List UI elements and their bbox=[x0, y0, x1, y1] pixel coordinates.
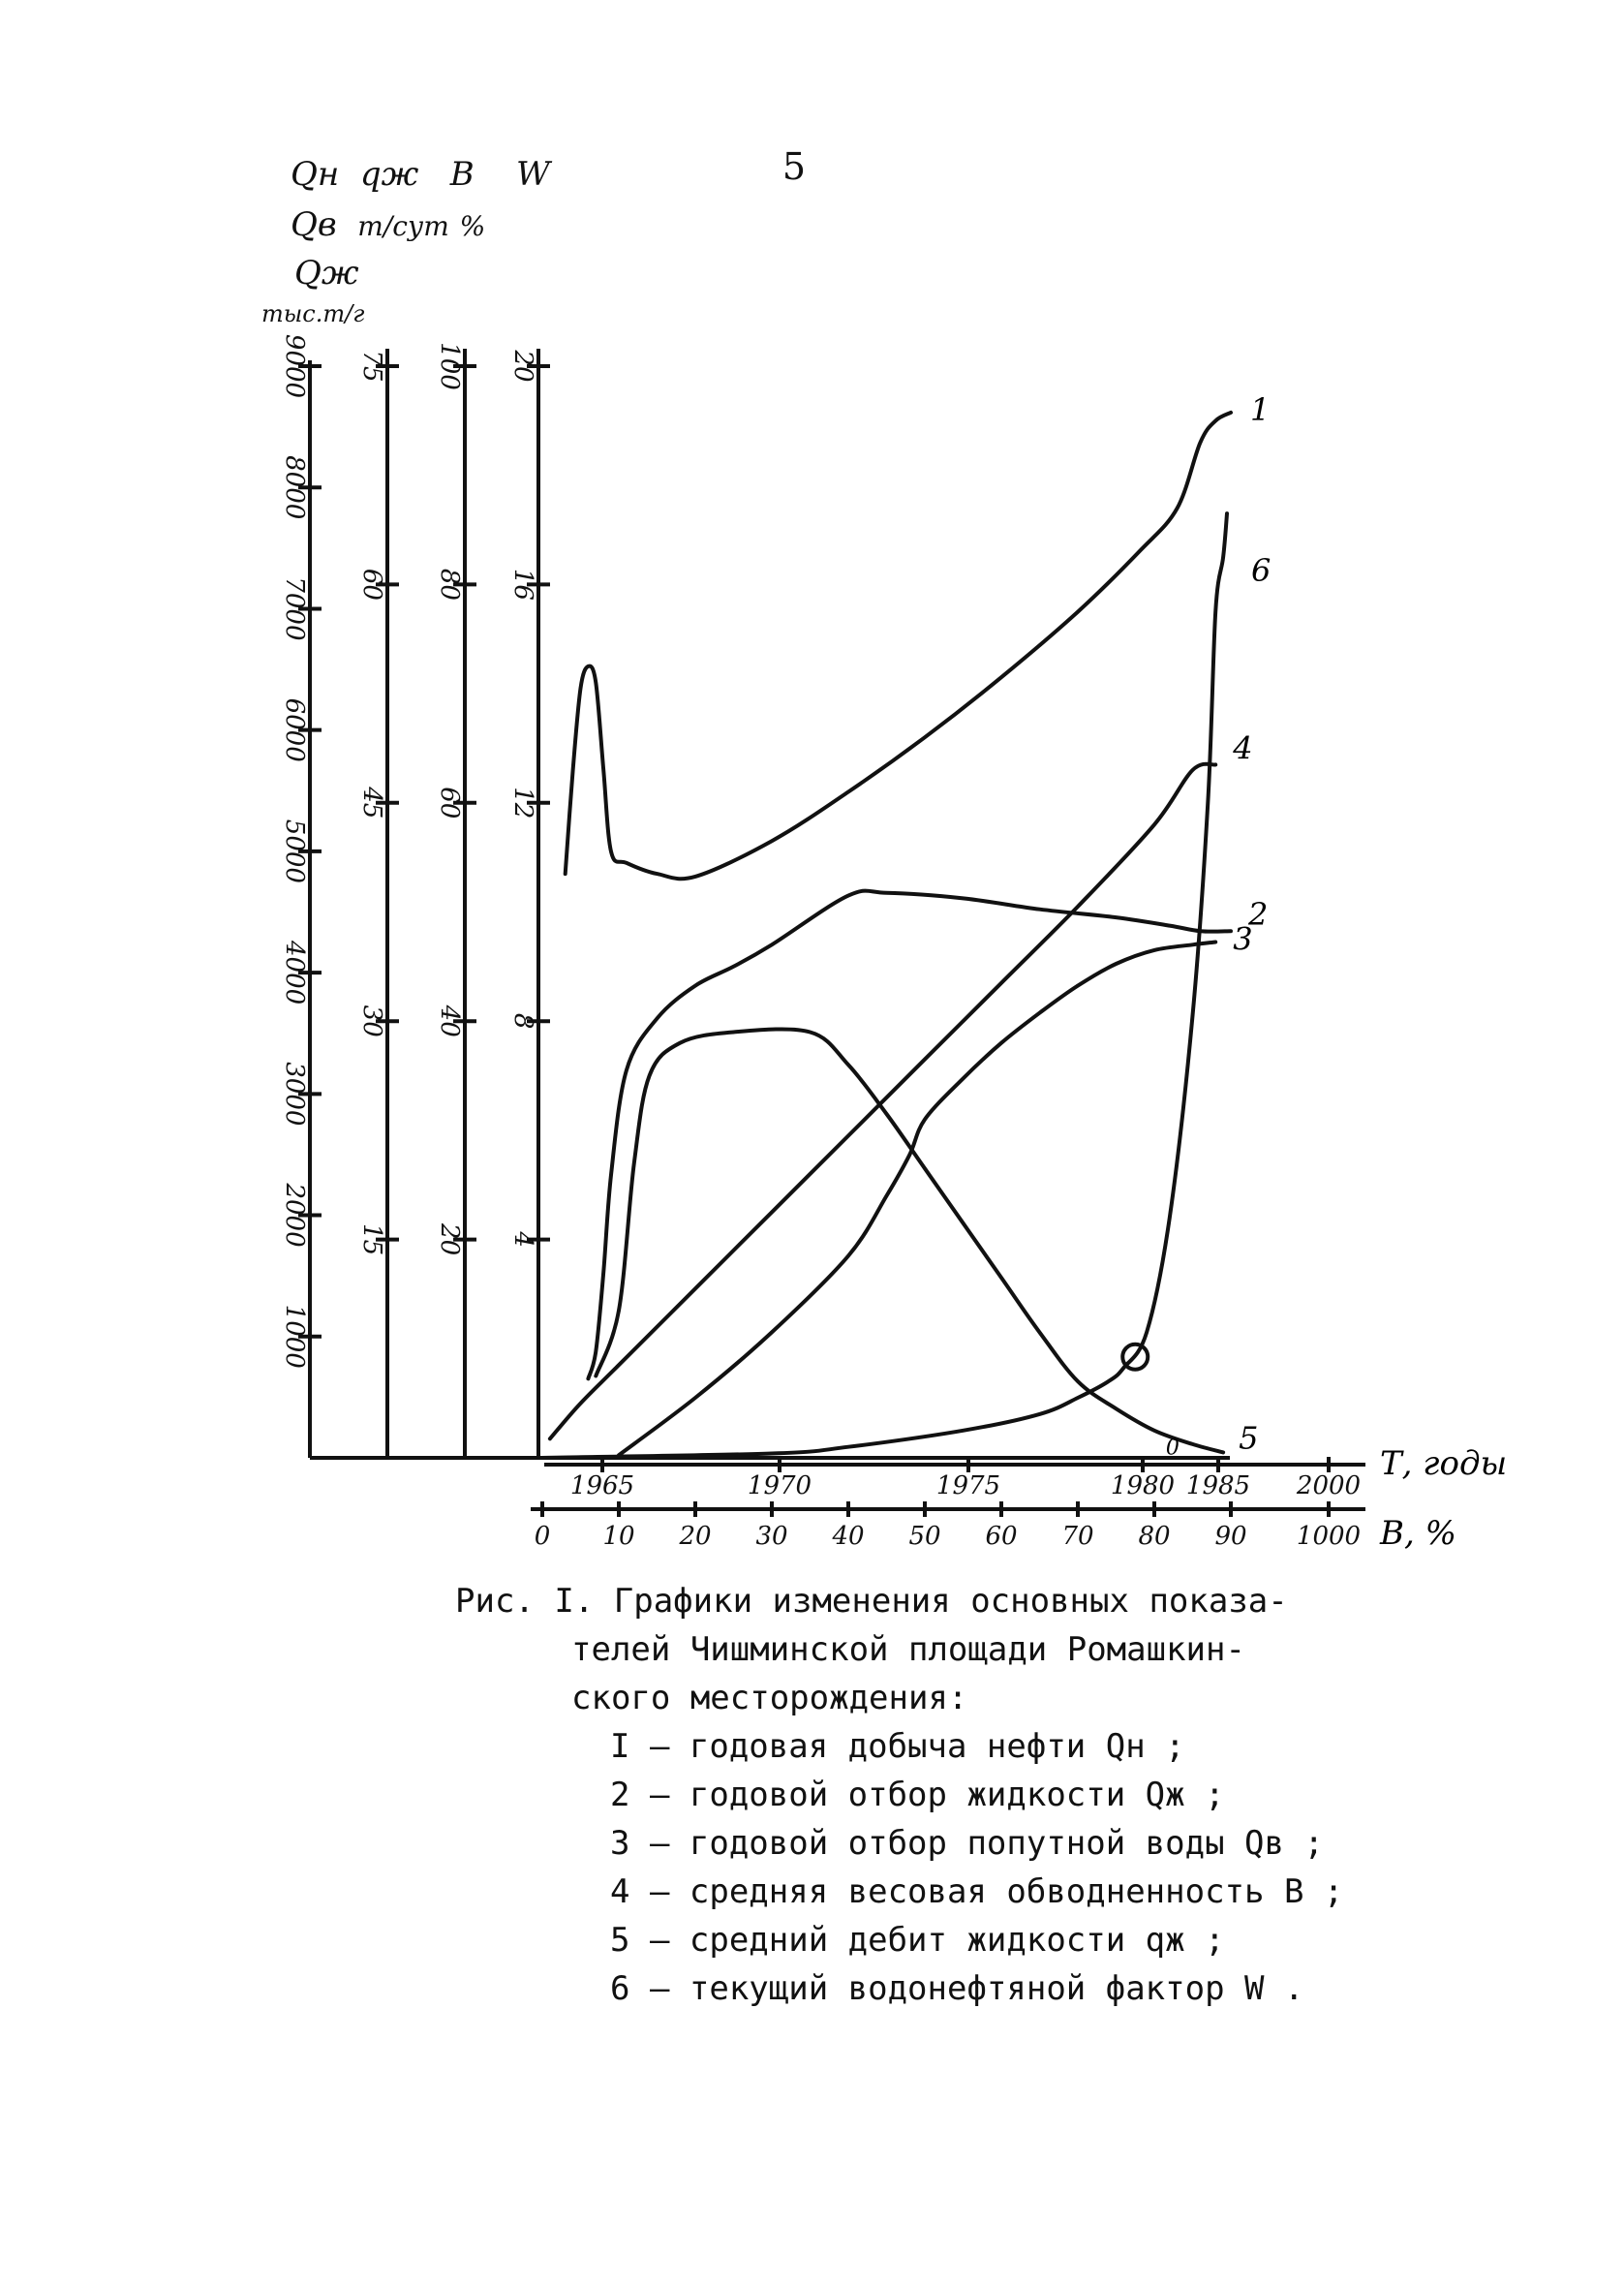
caption-line-1: Рис. I. Графики изменения основных показ… bbox=[455, 1582, 1288, 1621]
curve-6 bbox=[540, 511, 1229, 1460]
axes-layer bbox=[298, 349, 1365, 1517]
y-axis-4-tick-label: 12 bbox=[508, 787, 537, 819]
x-axis-pct-tick-label: 70 bbox=[1061, 1522, 1093, 1551]
x-axis-pct-tick-label: 1000 bbox=[1297, 1522, 1361, 1551]
x-axis-years-tick-label: 1970 bbox=[748, 1471, 812, 1500]
curve-3 bbox=[617, 940, 1218, 1458]
page-number: 5 bbox=[781, 145, 807, 188]
x-axis-pct-title: В, % bbox=[1379, 1514, 1456, 1553]
x-axis-years-tick-label: 1975 bbox=[936, 1471, 1000, 1500]
y-axis-1-tick-label: 7000 bbox=[280, 576, 309, 640]
x-axis-pct-tick-label: 80 bbox=[1138, 1522, 1170, 1551]
curve-5 bbox=[594, 1027, 1226, 1455]
y-axis-4-tick-label: 16 bbox=[508, 569, 537, 601]
caption-item-6: 6 – текущий водонефтяной фактор W . bbox=[610, 1969, 1304, 2008]
caption-item-1: I – годовая добыча нефти Qн ; bbox=[610, 1727, 1185, 1766]
x-axis-years-tick-label: 2000 bbox=[1296, 1471, 1361, 1500]
y-axis-2-tick-label: 75 bbox=[357, 350, 386, 382]
header-row-3: Qж bbox=[294, 254, 359, 293]
curve-6-label: 6 bbox=[1251, 552, 1271, 589]
x-axis-pct-tick-label: 40 bbox=[831, 1522, 864, 1551]
y-axis-1-tick-label: 2000 bbox=[280, 1182, 309, 1247]
header-row-2: Qв т/сут % bbox=[291, 205, 485, 244]
header-qn: Qн bbox=[291, 155, 340, 194]
x-axis-pct-tick-label: 50 bbox=[908, 1522, 940, 1551]
x-axis-pct-tick-label: 60 bbox=[985, 1522, 1017, 1551]
caption-line-3: ского месторождения: bbox=[571, 1679, 968, 1717]
header-units-pct: % bbox=[459, 210, 486, 242]
y-axis-3-tick-label: 40 bbox=[435, 1004, 464, 1037]
caption-item-2: 2 – годовой отбор жидкости Qж ; bbox=[610, 1776, 1225, 1814]
header-qzh: qж bbox=[359, 155, 419, 194]
header-units-tsut: т/сут bbox=[357, 210, 449, 242]
x-axis-pct-tick-label: 10 bbox=[602, 1522, 634, 1551]
labels-layer: 1000200030004000500060007000800090001530… bbox=[280, 334, 1507, 1553]
y-axis-4-tick-label: 8 bbox=[508, 1013, 537, 1030]
curves-layer bbox=[540, 410, 1233, 1460]
y-axis-1-tick-label: 9000 bbox=[280, 334, 309, 398]
figure-caption: Рис. I. Графики изменения основных показ… bbox=[455, 1577, 1424, 2013]
header-row-1: Qн qж B W bbox=[291, 155, 550, 194]
x-axis-pct-tick-label: 90 bbox=[1214, 1522, 1246, 1551]
y-axis-2-tick-label: 30 bbox=[357, 1005, 386, 1037]
y-axis-1-tick-label: 3000 bbox=[280, 1062, 309, 1126]
y-axis-3-tick-label: 80 bbox=[435, 569, 464, 601]
y-axis-2-tick-label: 60 bbox=[357, 569, 386, 601]
curve-2-label: 2 bbox=[1247, 896, 1268, 933]
header-row-4: тыс.т/г bbox=[261, 300, 365, 327]
curve-5-label: 5 bbox=[1239, 1419, 1258, 1456]
y-axis-4-tick-label: 4 bbox=[508, 1230, 537, 1248]
y-axis-2-tick-label: 15 bbox=[357, 1223, 386, 1255]
y-axis-1-tick-label: 5000 bbox=[280, 819, 309, 883]
header-w: W bbox=[516, 155, 550, 194]
caption-line-2: телей Чишминской площади Ромашкин- bbox=[571, 1630, 1245, 1669]
y-axis-1-tick-label: 6000 bbox=[280, 698, 309, 762]
curve-2 bbox=[586, 888, 1233, 1381]
curve-4 bbox=[547, 761, 1218, 1441]
header-qv: Qв bbox=[291, 205, 337, 244]
y-axis-4-tick-label: 20 bbox=[508, 349, 537, 382]
y-axis-1-tick-label: 1000 bbox=[280, 1305, 309, 1369]
caption-item-3: 3 – годовой отбор попутной воды Qв ; bbox=[610, 1824, 1324, 1863]
curve-1 bbox=[563, 410, 1233, 881]
x-axis-years-tick-label: 1985 bbox=[1186, 1471, 1250, 1500]
curve-4-label: 4 bbox=[1232, 729, 1252, 766]
header-b: B bbox=[449, 155, 475, 194]
x-axis-pct-tick-label: 0 bbox=[535, 1522, 551, 1551]
annotation-circle bbox=[1120, 1342, 1150, 1372]
curve-1-label: 1 bbox=[1250, 391, 1270, 428]
x-axis-years-title: Т, годы bbox=[1380, 1444, 1507, 1483]
caption-item-5: 5 – средний дебит жидкости qж ; bbox=[610, 1921, 1225, 1960]
y-axis-2-tick-label: 45 bbox=[357, 786, 386, 819]
y-axis-3-tick-label: 60 bbox=[435, 787, 464, 819]
curve-3-label: 3 bbox=[1233, 920, 1252, 957]
y-axis-1-tick-label: 8000 bbox=[280, 455, 309, 519]
y-axis-3-tick-label: 20 bbox=[435, 1222, 464, 1255]
x-axis-years-tick-label: 1980 bbox=[1111, 1471, 1175, 1500]
x-axis-pct-tick-label: 20 bbox=[678, 1522, 711, 1551]
x-axis-years-tick-label: 1965 bbox=[570, 1471, 634, 1500]
y-axis-1-tick-label: 4000 bbox=[280, 940, 309, 1004]
annotation-zero: 0 bbox=[1166, 1436, 1180, 1460]
x-axis-pct-tick-label: 30 bbox=[755, 1522, 787, 1551]
y-axis-3-tick-label: 100 bbox=[435, 342, 464, 390]
caption-item-4: 4 – средняя весовая обводненность В ; bbox=[610, 1872, 1344, 1911]
